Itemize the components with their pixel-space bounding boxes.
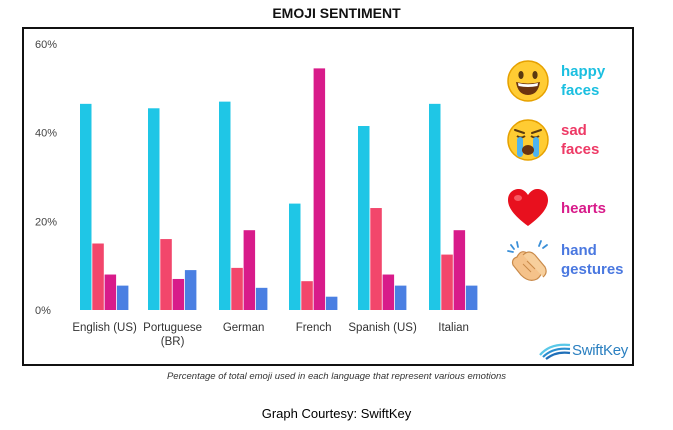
legend-item: sad faces — [505, 117, 599, 163]
bar-hearts-0 — [104, 274, 117, 310]
legend-item: hand gestures — [505, 237, 624, 283]
legend-item: hearts — [505, 185, 606, 231]
x-tick-label: Portuguese (BR) — [143, 322, 202, 348]
bar-hearts-3 — [313, 68, 326, 310]
brand-name: SwiftKey — [572, 341, 628, 359]
bar-hand-gestures-5 — [465, 285, 478, 310]
bar-sad-faces-0 — [92, 243, 104, 310]
bar-happy-faces-1 — [148, 108, 160, 311]
bar-hearts-5 — [453, 230, 466, 310]
bar-sad-faces-4 — [370, 208, 382, 310]
bars — [80, 68, 478, 311]
chart-frame — [22, 27, 634, 366]
swiftkey-swoosh-icon — [539, 343, 571, 360]
bar-happy-faces-5 — [429, 103, 441, 310]
y-axis-ticks: 0% 20% 40% 60% — [35, 39, 57, 317]
y-tick-label: 40% — [35, 128, 57, 140]
x-tick-label: German — [223, 322, 265, 334]
bar-happy-faces-3 — [289, 203, 301, 310]
legend-label: sad faces — [561, 122, 600, 158]
bar-hand-gestures-2 — [255, 287, 268, 310]
x-tick-label: English (US) — [72, 322, 137, 334]
y-tick-label: 20% — [35, 216, 57, 228]
chart-caption: Percentage of total emoji used in each l… — [166, 371, 507, 382]
bar-sad-faces-5 — [441, 254, 453, 310]
bar-hand-gestures-3 — [325, 296, 338, 310]
bar-hearts-2 — [243, 230, 256, 310]
bar-hand-gestures-4 — [394, 285, 407, 310]
bar-hearts-4 — [382, 274, 395, 310]
bar-sad-faces-3 — [301, 281, 313, 310]
bar-hearts-1 — [172, 278, 185, 310]
bar-happy-faces-0 — [80, 103, 92, 310]
crying-face-emoji-icon — [505, 117, 551, 163]
red-heart-emoji-icon — [505, 185, 551, 231]
swiftkey-logo: SwiftKey — [538, 340, 628, 360]
y-tick-label: 60% — [35, 39, 57, 51]
clapping-hands-emoji-icon — [505, 237, 551, 283]
legend-label: hearts — [561, 199, 607, 217]
x-tick-label: Italian — [438, 322, 469, 334]
graph-credit: Graph Courtesy: SwiftKey — [261, 406, 412, 421]
bar-sad-faces-2 — [231, 267, 243, 310]
x-tick-label: French — [296, 322, 332, 334]
x-axis-labels: English (US) Portuguese (BR) German French Sp… — [72, 322, 469, 348]
x-tick-label: Spanish (US) — [348, 322, 417, 334]
bar-sad-faces-1 — [160, 239, 172, 310]
legend-label: happy faces — [561, 63, 606, 99]
chart-title: EMOJI SENTIMENT — [272, 5, 401, 21]
legend-item: happy faces — [505, 58, 605, 104]
y-tick-label: 0% — [35, 305, 51, 317]
bar-hand-gestures-0 — [116, 285, 129, 310]
legend-label: hand gestures — [561, 242, 624, 278]
bar-hand-gestures-1 — [184, 270, 197, 310]
bar-happy-faces-4 — [358, 126, 370, 311]
bar-happy-faces-2 — [219, 101, 231, 310]
grinning-face-emoji-icon — [505, 58, 551, 104]
